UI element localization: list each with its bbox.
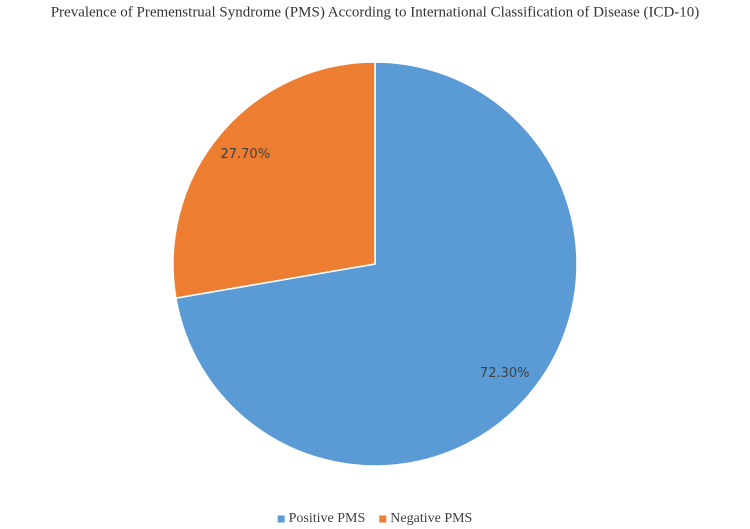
pie-slice <box>172 61 376 299</box>
legend-label: Negative PMS <box>390 511 472 526</box>
chart-title: Prevalence of Premenstrual Syndrome (PMS… <box>51 4 700 20</box>
pie-slice <box>175 61 578 467</box>
legend-swatch <box>379 515 387 523</box>
data-label: 27.70% <box>220 147 270 162</box>
data-label: 72.30% <box>480 366 530 381</box>
legend-label: Positive PMS <box>289 511 366 526</box>
legend-swatch <box>277 515 285 523</box>
